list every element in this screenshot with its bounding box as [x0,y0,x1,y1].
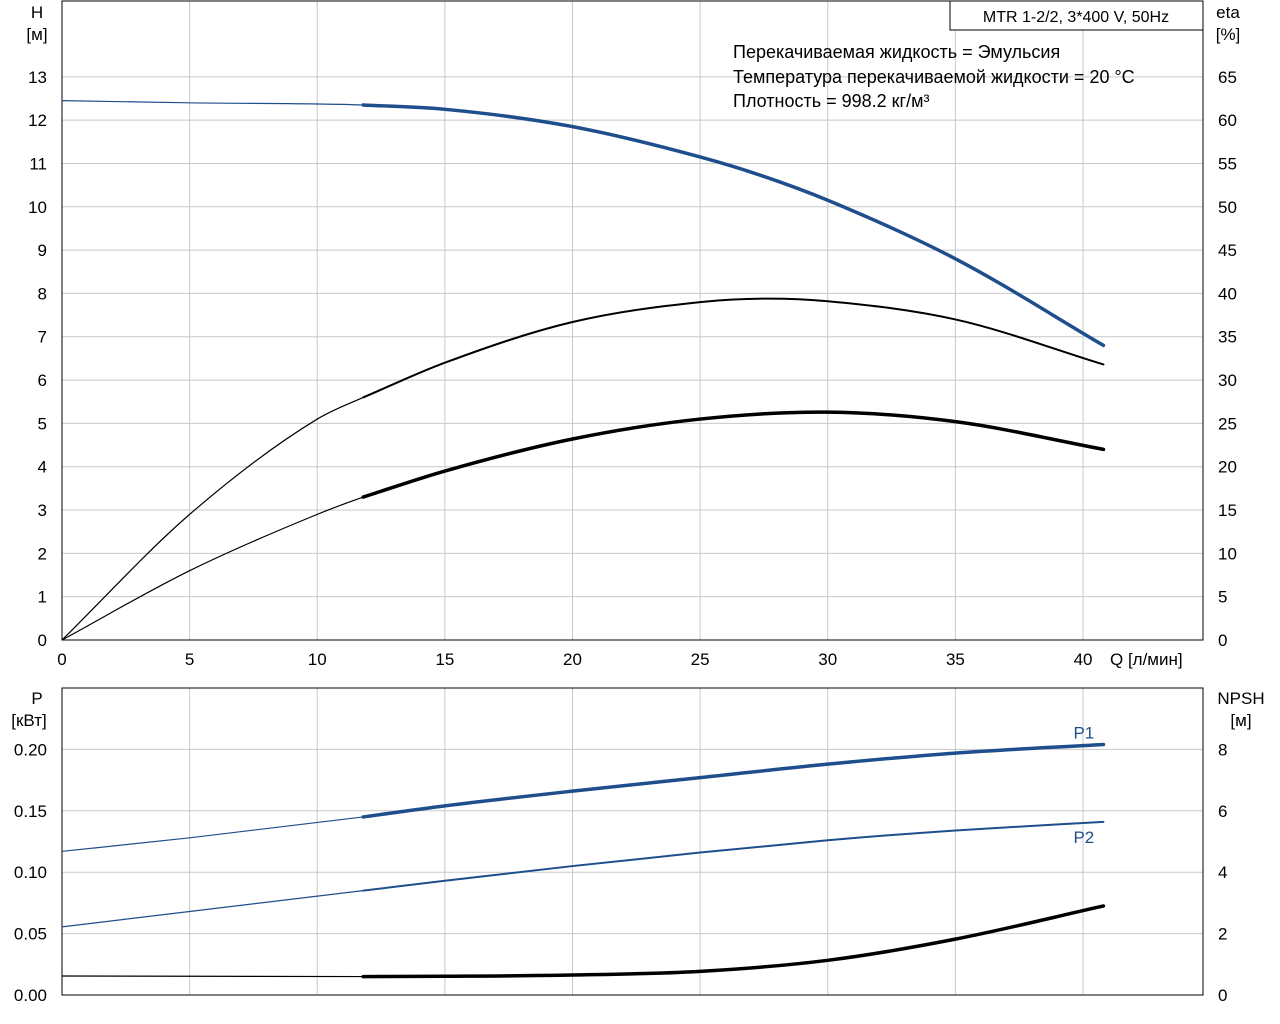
left-tick-label: 6 [38,371,47,390]
right-tick-label: 55 [1218,154,1237,173]
right-tick-label: 2 [1218,925,1227,944]
right-tick-label: 5 [1218,588,1227,607]
curve-full [61,821,1104,928]
left-tick-label: 5 [38,414,47,433]
left-tick-label: 8 [38,284,47,303]
left-tick-label: 2 [38,544,47,563]
right-tick-label: 65 [1218,68,1237,87]
left-tick-label: 9 [38,241,47,260]
series-npsh-curve [61,904,1106,979]
left-tick-label: 11 [29,154,47,173]
right-tick-label: 6 [1218,802,1227,821]
left-tick-label: 4 [38,458,47,477]
left-axis-quantity: P [31,689,42,708]
chart-title-box: MTR 1-2/2, 3*400 V, 50Hz [949,0,1204,31]
curve-full [61,743,1104,852]
x-tick-label: 30 [818,650,837,669]
left-tick-label: 0.20 [14,740,47,759]
temperature-info-line: Температура перекачиваемой жидкости = 20… [733,67,1135,87]
series-eta-overall-curve [61,297,1105,641]
right-tick-label: 25 [1218,414,1237,433]
right-tick-label: 40 [1218,284,1237,303]
left-tick-label: 0.00 [14,986,47,1005]
series-p2-curve: P2 [61,820,1105,928]
grid-lines [62,1,1203,640]
right-tick-label: 8 [1218,740,1227,759]
curve-full [61,298,1104,641]
right-tick-label: 10 [1218,544,1237,563]
plot-frame [61,0,1204,641]
left-tick-label: 7 [38,328,47,347]
right-axis-quantity: NPSH [1217,689,1264,708]
series-p1-curve: P1 [61,723,1106,852]
left-axis-unit: [кВт] [11,711,46,730]
head-efficiency-panel: 0123456789101112130510152025303540455055… [26,0,1241,669]
chart-title: MTR 1-2/2, 3*400 V, 50Hz [983,9,1169,26]
x-tick-label: 10 [308,650,327,669]
left-axis-unit: [м] [26,25,47,44]
left-axis-quantity: H [31,3,43,22]
left-tick-label: 13 [28,68,47,87]
right-tick-label: 0 [1218,631,1227,650]
density-info-line: Плотность = 998.2 кг/м³ [733,91,929,111]
right-tick-label: 35 [1218,328,1237,347]
series-head-curve [61,100,1106,348]
right-axis-unit: [м] [1230,711,1251,730]
right-axis-quantity: eta [1216,3,1240,22]
left-tick-label: 12 [28,111,47,130]
grid-lines [62,688,1203,995]
x-tick-label: 25 [691,650,710,669]
right-tick-label: 4 [1218,863,1227,882]
fluid-info-line: Перекачиваемая жидкость = Эмульсия [733,42,1060,62]
curve-operating-range [361,904,1106,979]
right-tick-label: 45 [1218,241,1237,260]
power-npsh-panel: 0.00 0.05 0.10 0.15 0.20 0 2 4 6 8 P [кВт] NPSH [м] P1… [11,687,1265,1005]
x-axis-label: Q [л/мин] [1110,650,1183,669]
series-eta-pump-curve [61,410,1106,641]
series-label: P1 [1073,723,1094,742]
curve-operating-range [361,742,1106,819]
plot-frame [61,687,1204,996]
left-tick-label: 0.10 [14,863,47,882]
curve-full [61,411,1104,641]
fluid-info: Перекачиваемая жидкость = Эмульсия Темпе… [733,42,1135,111]
left-tick-label: 0 [38,631,47,650]
x-tick-label: 0 [57,650,66,669]
curve-operating-range [361,410,1106,499]
left-tick-label: 1 [38,588,47,607]
x-tick-label: 35 [946,650,965,669]
x-tick-label: 15 [435,650,454,669]
left-tick-label: 0.05 [14,925,47,944]
right-tick-label: 0 [1218,986,1227,1005]
series-label: P2 [1073,828,1094,847]
right-tick-label: 15 [1218,501,1237,520]
left-tick-label: 3 [38,501,47,520]
title-box-frame [949,0,1204,31]
curve-operating-range [362,820,1105,892]
x-tick-label: 5 [185,650,194,669]
x-tick-label: 20 [563,650,582,669]
right-tick-label: 20 [1218,458,1237,477]
right-axis-unit: [%] [1216,25,1241,44]
curve-operating-range [361,103,1106,348]
curve-operating-range [362,297,1105,399]
right-tick-label: 30 [1218,371,1237,390]
right-tick-label: 50 [1218,198,1237,217]
x-tick-label: 40 [1074,650,1093,669]
curve-full [61,100,1104,346]
left-tick-label: 10 [28,198,47,217]
right-tick-label: 60 [1218,111,1237,130]
left-tick-label: 0.15 [14,802,47,821]
